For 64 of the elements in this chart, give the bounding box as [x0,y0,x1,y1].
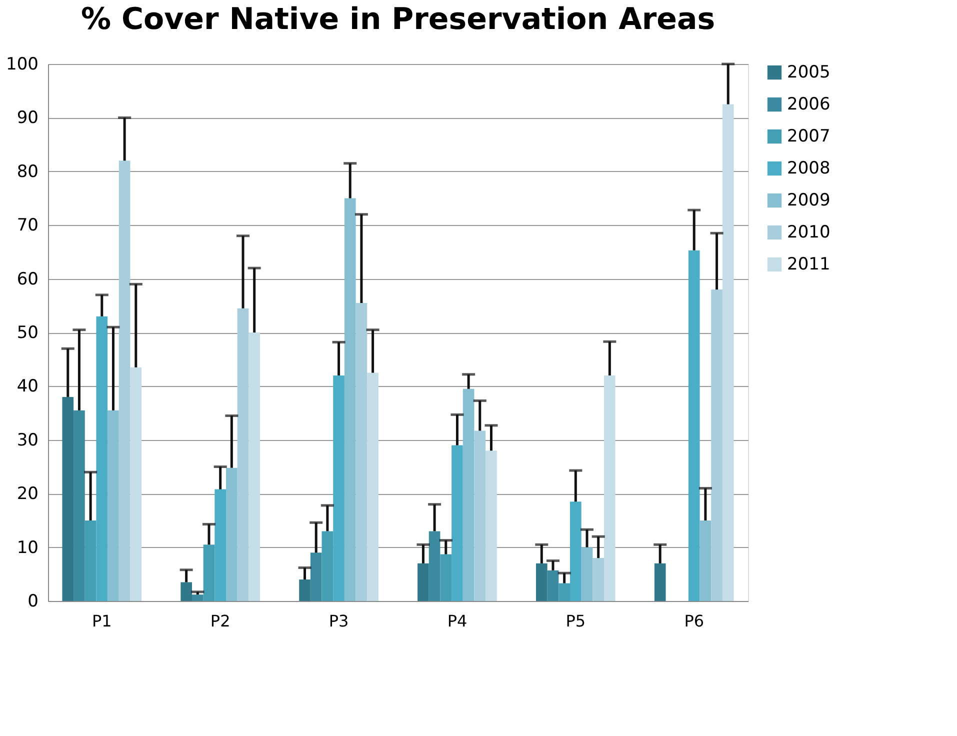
bar [237,308,249,601]
legend-label: 2007 [787,126,830,146]
bar [333,375,344,601]
bar [440,554,452,601]
bar [84,520,96,601]
bar [214,489,226,601]
y-tick-label: 30 [16,430,38,450]
y-tick-label: 10 [16,538,38,558]
bar [474,430,486,601]
bar [604,375,616,601]
bar [130,367,142,601]
bar [367,372,378,601]
y-tick-label: 100 [6,54,38,74]
x-tick-label: P6 [684,612,704,630]
legend-label: 2005 [787,62,830,82]
bar [462,388,474,601]
bar [711,290,722,601]
bar [722,104,734,601]
bar [654,563,666,601]
bar [536,563,548,601]
bar [74,410,85,601]
y-tick-label: 0 [28,592,38,612]
x-tick-label: P3 [328,612,349,630]
bar [547,570,559,601]
y-tick-label: 60 [16,269,38,290]
y-tick-label: 90 [16,108,38,128]
y-tick-label: 70 [16,216,38,236]
bar [356,302,368,601]
bar [118,160,130,601]
bar [688,250,700,601]
bar [418,563,429,601]
x-tick-label: P2 [210,612,230,630]
bar [299,580,310,601]
legend-label: 2011 [787,254,830,274]
bar [322,531,334,601]
bar [570,502,582,601]
bar [452,445,463,601]
x-tick-label: P1 [92,612,112,630]
chart-title: % Cover Native in Preservation Areas [80,2,716,37]
legend-label: 2008 [787,158,830,178]
bar [486,450,497,601]
bar [226,468,238,601]
bar [700,520,712,601]
legend-label: 2010 [787,222,830,242]
bar [428,531,440,601]
bar [203,544,215,601]
legend-label: 2006 [787,94,830,114]
bar [180,582,192,601]
legend-label: 2009 [787,190,830,210]
bar [592,558,604,601]
y-tick-label: 40 [16,376,38,397]
bar [581,547,593,601]
y-tick-label: 50 [16,323,38,343]
bar [62,396,74,601]
x-tick-label: P5 [566,612,586,630]
bar [310,552,322,601]
bar [96,316,108,601]
bar [558,583,570,601]
bar [248,332,260,601]
y-tick-label: 20 [16,484,38,504]
x-tick-label: P4 [447,612,468,630]
y-tick-label: 80 [16,162,38,182]
bar [344,198,356,601]
bar [108,410,119,601]
